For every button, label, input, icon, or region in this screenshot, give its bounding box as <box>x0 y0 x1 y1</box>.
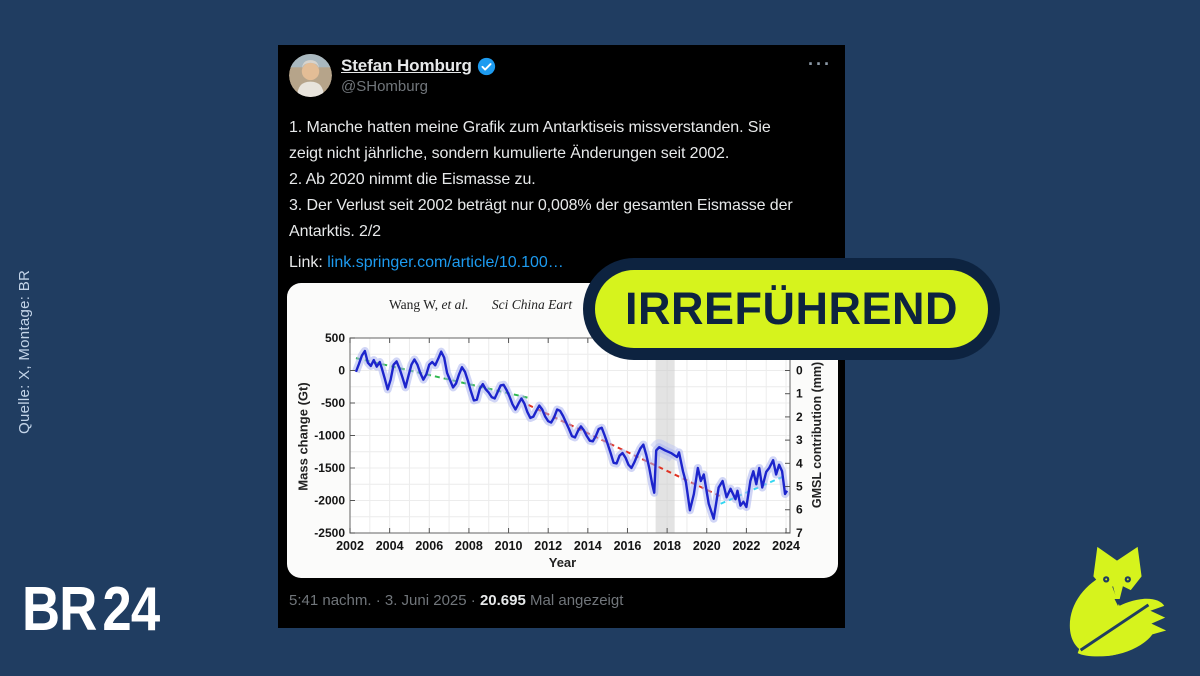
svg-text:-500: -500 <box>321 396 345 410</box>
svg-text:-1500: -1500 <box>314 461 345 475</box>
svg-text:2010: 2010 <box>495 539 523 553</box>
chart-title-author: Wang W, <box>389 297 439 312</box>
y-axis-label-right: GMSL contribution (mm) <box>810 361 824 509</box>
svg-text:2004: 2004 <box>376 539 404 553</box>
faktenfuchs-fox-icon <box>1058 541 1176 657</box>
link-label: Link: <box>289 254 323 271</box>
svg-text:2022: 2022 <box>732 539 760 553</box>
view-count: 20.695 <box>479 592 526 609</box>
svg-text:2: 2 <box>796 410 803 424</box>
br24-logo-24: 24 <box>102 575 160 644</box>
mass-change-plot: 2002 2004 2006 2008 2010 2012 2014 2016 2018 2020… <box>314 331 803 553</box>
x-axis-label: Year <box>548 555 577 570</box>
svg-text:2016: 2016 <box>614 539 642 553</box>
avatar[interactable] <box>289 54 332 97</box>
tweet-body-line: 3. Der Verlust seit 2002 beträgt nur 0,0… <box>289 197 793 214</box>
tweet-footer: 5:41 nachm. · 3. Juni 2025 · 20.695 Mal … <box>289 592 623 609</box>
svg-text:500: 500 <box>325 331 345 345</box>
svg-text:2018: 2018 <box>653 539 681 553</box>
svg-text:2006: 2006 <box>415 539 443 553</box>
tweet-body-line: 1. Manche hatten meine Grafik zum Antark… <box>289 119 771 136</box>
svg-text:2020: 2020 <box>693 539 721 553</box>
tweet-body-line: Antarktis. 2/2 <box>289 223 381 240</box>
author-name[interactable]: Stefan Homburg <box>341 56 472 75</box>
springer-article-link[interactable]: link.springer.com/article/10.100… <box>327 254 564 271</box>
br24-logo-br: BR <box>22 575 97 644</box>
svg-text:3: 3 <box>796 433 803 447</box>
view-count-label: Mal angezeigt <box>525 592 624 609</box>
svg-text:2014: 2014 <box>574 539 602 553</box>
svg-text:-1000: -1000 <box>314 429 345 443</box>
chart-title: Wang W, et al. Sci China Eart <box>389 297 572 313</box>
author-handle[interactable]: @SHomburg <box>341 78 428 95</box>
svg-text:2012: 2012 <box>534 539 562 553</box>
verified-badge-icon <box>477 57 496 76</box>
verdict-badge: IRREFÜHREND <box>583 258 1000 360</box>
br24-logo: BR24 <box>22 574 160 645</box>
more-options-button[interactable]: ··· <box>808 54 832 74</box>
tweet-body-line: zeigt nicht jährliche, sondern kumuliert… <box>289 145 730 162</box>
tweet-body-line: 2. Ab 2020 nimmt die Eismasse zu. <box>289 171 536 188</box>
y-axis-label-left: Mass change (Gt) <box>295 382 311 491</box>
svg-text:1: 1 <box>796 387 803 401</box>
chart-title-journal: Sci China Eart <box>491 297 573 312</box>
svg-text:2008: 2008 <box>455 539 483 553</box>
avatar-photo <box>289 54 332 97</box>
tweet-body: 1. Manche hatten meine Grafik zum Antark… <box>289 115 835 245</box>
svg-text:-2500: -2500 <box>314 526 345 540</box>
verdict-badge-label: IRREFÜHREND <box>624 283 958 334</box>
chart-title-etal: et al. <box>441 297 469 312</box>
svg-text:0: 0 <box>796 364 803 378</box>
svg-text:4: 4 <box>796 456 803 470</box>
tweet-timestamp: 5:41 nachm. · 3. Juni 2025 · <box>289 592 480 609</box>
svg-text:6: 6 <box>796 503 803 517</box>
tweet-image-chart[interactable]: Wang W, et al. Sci China Eart 2002 2004 20… <box>287 283 838 578</box>
svg-text:0: 0 <box>338 364 345 378</box>
svg-text:2002: 2002 <box>336 539 364 553</box>
verdict-badge-pill: IRREFÜHREND <box>595 270 988 348</box>
svg-text:5: 5 <box>796 480 803 494</box>
svg-text:-2000: -2000 <box>314 494 345 508</box>
source-credit: Quelle: X, Montage: BR <box>16 269 33 434</box>
mass-change <box>354 349 789 520</box>
svg-text:2024: 2024 <box>772 539 800 553</box>
svg-text:7: 7 <box>796 526 803 540</box>
